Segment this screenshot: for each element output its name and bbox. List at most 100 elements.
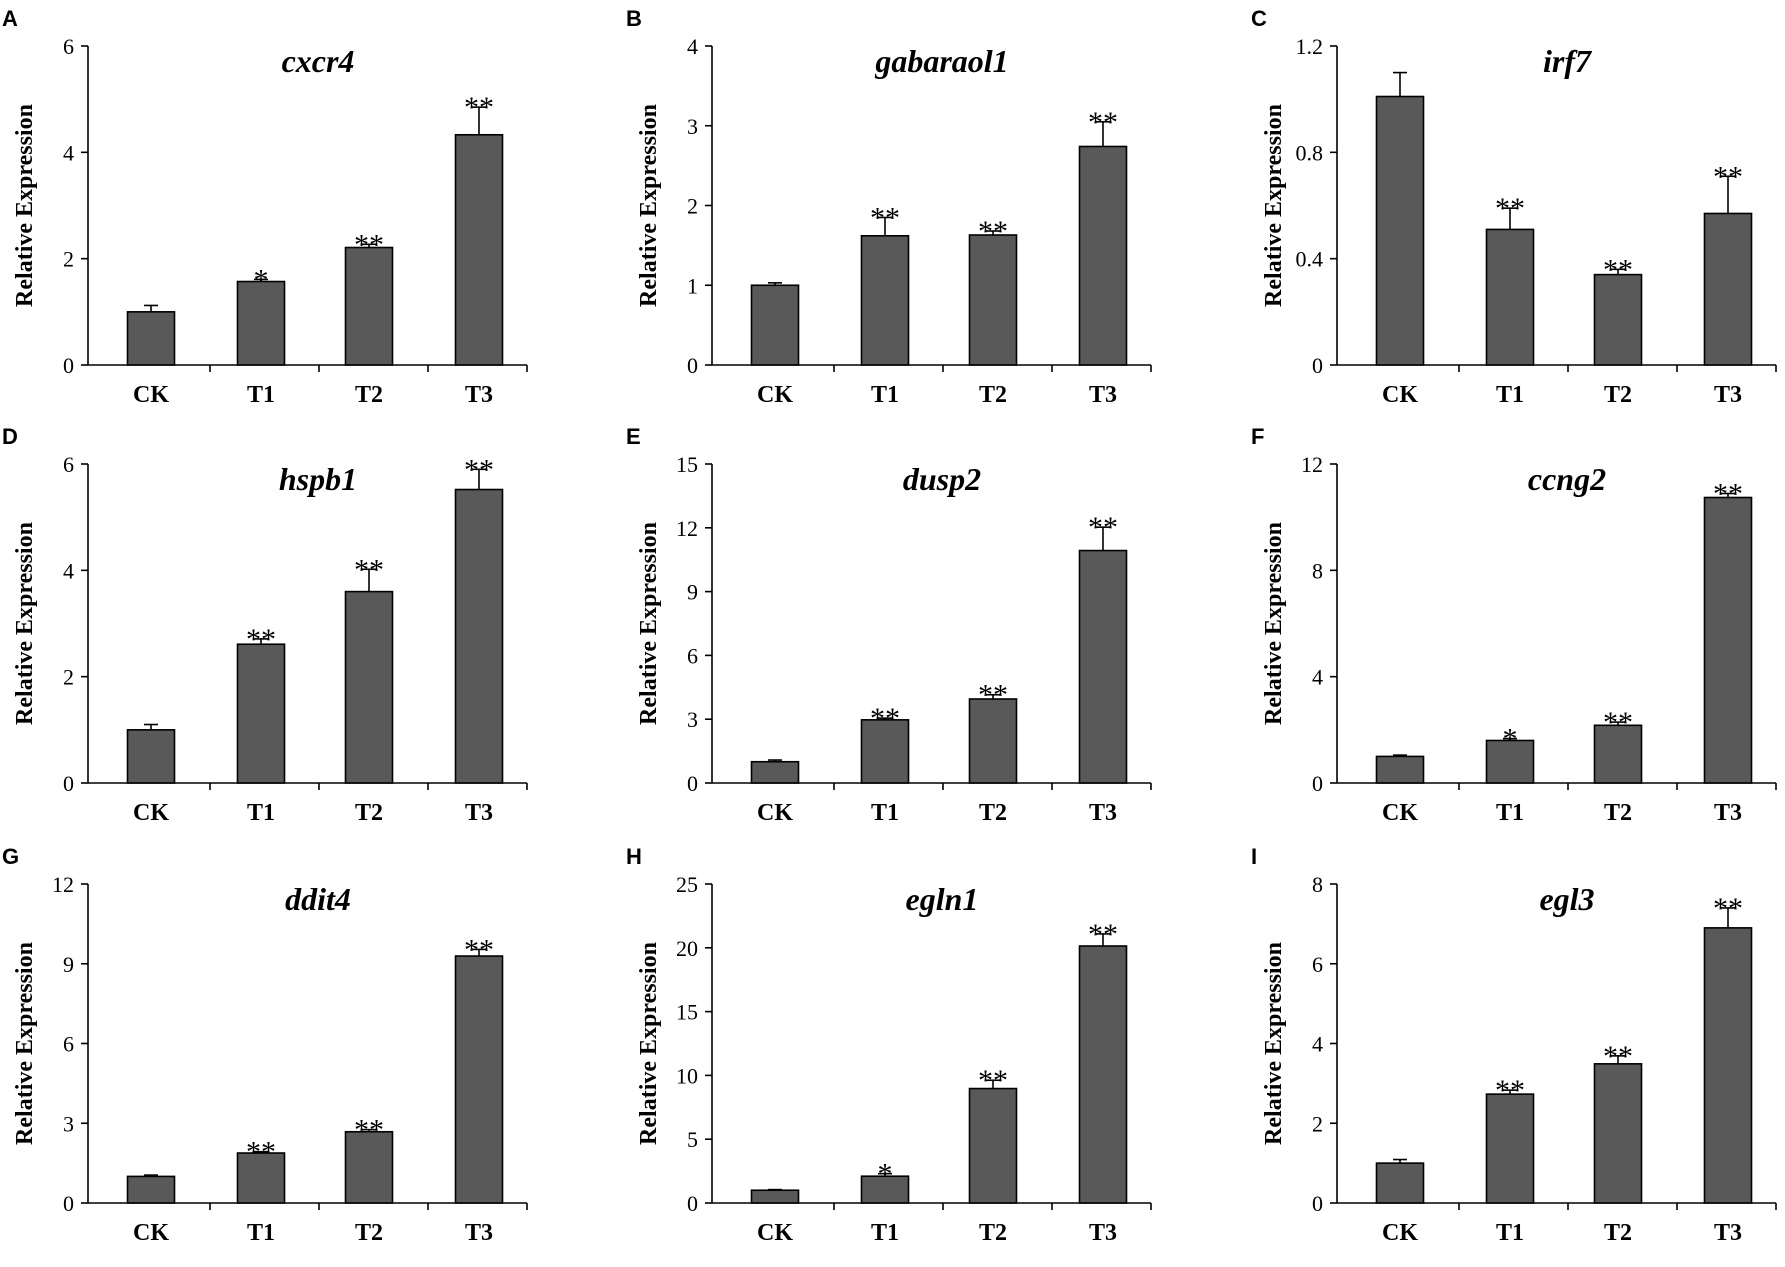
significance-marker: * (878, 1158, 893, 1191)
significance-marker: ** (1713, 160, 1743, 193)
y-tick-label: 0.4 (1296, 247, 1324, 272)
significance-marker: ** (1088, 106, 1118, 139)
y-tick-label: 0.8 (1296, 140, 1324, 165)
y-tick-label: 25 (676, 872, 698, 897)
bar-t1 (1485, 228, 1535, 366)
bar-t2 (1593, 273, 1643, 366)
significance-marker: ** (1088, 511, 1118, 544)
y-axis-label: Relative Expression (12, 942, 38, 1145)
x-tick-label: T1 (1496, 800, 1524, 826)
x-tick-label: CK (757, 1220, 793, 1246)
y-tick-label: 6 (687, 643, 698, 668)
significance-marker: ** (246, 1136, 276, 1169)
bar-t2 (344, 246, 394, 366)
y-axis-label: Relative Expression (1261, 522, 1287, 725)
x-tick-label: T3 (465, 800, 493, 826)
y-tick-label: 4 (1312, 665, 1323, 690)
y-tick-label: 6 (63, 452, 74, 477)
bar-t1 (860, 1175, 910, 1204)
y-tick-label: 6 (63, 34, 74, 59)
bar-t3 (1703, 496, 1753, 784)
bar-t2 (968, 1087, 1018, 1204)
x-tick-label: T3 (1714, 1220, 1742, 1246)
y-tick-label: 4 (1312, 1032, 1323, 1057)
y-tick-label: 2 (687, 194, 698, 219)
x-tick-label: T1 (247, 800, 275, 826)
bar-ck (126, 311, 176, 366)
bar-t3 (1078, 945, 1128, 1204)
x-tick-label: CK (757, 382, 793, 408)
bar-ck (1375, 1162, 1425, 1204)
significance-marker: ** (1495, 192, 1525, 225)
y-tick-label: 3 (687, 707, 698, 732)
x-tick-label: T2 (979, 382, 1007, 408)
significance-marker: * (1503, 723, 1518, 756)
x-tick-label: CK (757, 800, 793, 826)
x-tick-label: T1 (871, 1220, 899, 1246)
y-tick-label: 3 (63, 1111, 74, 1136)
y-tick-label: 5 (687, 1127, 698, 1152)
y-tick-label: 12 (52, 872, 74, 897)
bar-t3 (1078, 549, 1128, 784)
bar-t3 (454, 133, 504, 366)
chart-title: hspb1 (279, 461, 357, 497)
y-tick-label: 4 (63, 140, 74, 165)
significance-marker: ** (464, 933, 494, 966)
x-tick-label: T3 (1089, 800, 1117, 826)
x-tick-label: T2 (1604, 382, 1632, 408)
chart-title: ccng2 (1528, 461, 1606, 497)
x-tick-label: T2 (1604, 800, 1632, 826)
y-tick-label: 1 (687, 273, 698, 298)
bar-t2 (1593, 1063, 1643, 1204)
y-axis-label: Relative Expression (636, 522, 662, 725)
y-tick-label: 2 (63, 665, 74, 690)
significance-marker: ** (978, 1064, 1008, 1097)
y-axis-label: Relative Expression (12, 522, 38, 725)
y-tick-label: 12 (1301, 452, 1323, 477)
y-axis-label: Relative Expression (1261, 104, 1287, 307)
bar-t1 (860, 235, 910, 366)
significance-marker: ** (1713, 478, 1743, 511)
chart-title: cxcr4 (282, 43, 355, 79)
y-tick-label: 10 (676, 1063, 698, 1088)
y-tick-label: 0 (63, 353, 74, 378)
x-tick-label: T1 (871, 800, 899, 826)
y-tick-label: 0 (687, 1191, 698, 1216)
significance-marker: ** (464, 91, 494, 124)
panel-letter: C (1251, 6, 1267, 31)
y-tick-label: 0 (63, 771, 74, 796)
bar-ck (750, 284, 800, 366)
panel-letter: H (626, 844, 642, 869)
bar-ck (126, 1175, 176, 1204)
x-tick-label: T1 (247, 382, 275, 408)
bar-t1 (236, 643, 286, 784)
x-tick-label: T3 (1089, 382, 1117, 408)
chart-title: gabaraol1 (874, 43, 1008, 79)
x-tick-label: T1 (871, 382, 899, 408)
y-tick-label: 20 (676, 936, 698, 961)
x-tick-label: T2 (355, 800, 383, 826)
significance-marker: ** (354, 1114, 384, 1147)
x-tick-label: CK (133, 1220, 169, 1246)
y-tick-label: 0 (1312, 1191, 1323, 1216)
bar-t2 (344, 1130, 394, 1204)
significance-marker: ** (1495, 1074, 1525, 1107)
bar-t2 (968, 698, 1018, 784)
x-tick-label: T1 (247, 1220, 275, 1246)
y-tick-label: 4 (687, 34, 698, 59)
y-tick-label: 0 (1312, 771, 1323, 796)
y-axis-label: Relative Expression (12, 104, 38, 307)
bar-ck (126, 729, 176, 784)
y-tick-label: 0 (687, 771, 698, 796)
panel-letter: A (2, 6, 18, 31)
y-tick-label: 0 (63, 1191, 74, 1216)
significance-marker: ** (354, 553, 384, 586)
y-tick-label: 4 (63, 558, 74, 583)
significance-marker: ** (246, 623, 276, 656)
